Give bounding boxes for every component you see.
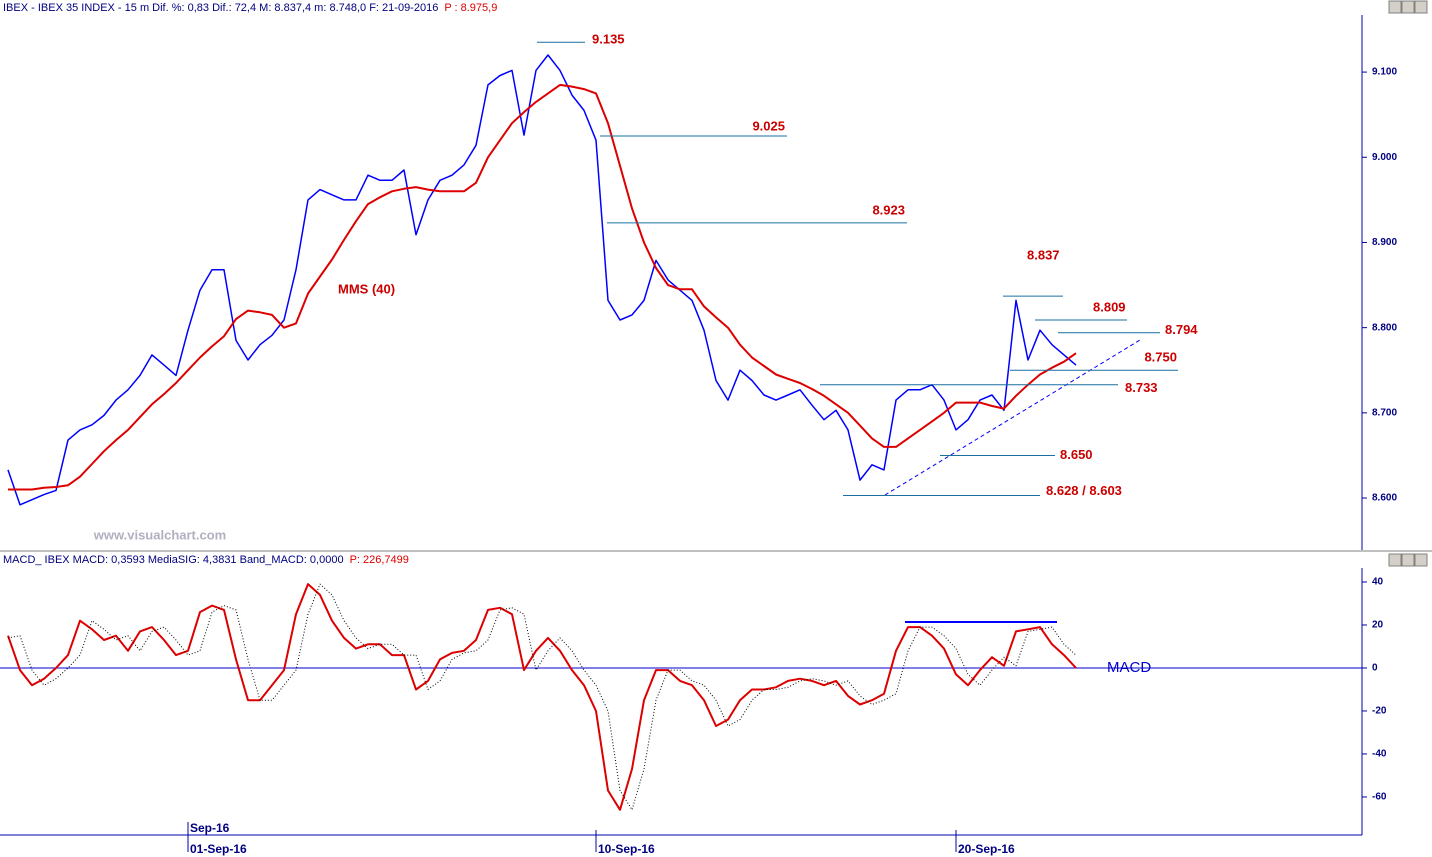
level-label: 8.650 (1060, 447, 1093, 462)
header-text: IBEX - IBEX 35 INDEX - 15 m Dif. %: 0,83… (3, 2, 438, 14)
x-tick-label: 10-Sep-16 (598, 842, 655, 856)
header-text: MACD_ IBEX MACD: 0,3593 MediaSIG: 4,3831… (3, 554, 344, 566)
header-value: P: 226,7499 (350, 554, 409, 566)
minimize-button[interactable] (1388, 0, 1402, 14)
level-label: 8.923 (872, 202, 905, 217)
level-label: 9.135 (592, 32, 625, 47)
plot-layer: 8.600 8.700 8.800 8.900 9.000 9.100 -60 -40 -20 0… (0, 32, 1397, 856)
window-buttons (1388, 0, 1428, 567)
y-tick-label: 8.900 (1372, 237, 1397, 248)
panel-header: IBEX - IBEX 35 INDEX - 15 m Dif. %: 0,83… (3, 2, 497, 14)
level-label: 9.025 (752, 118, 785, 133)
x-tick-label: 01-Sep-16 (190, 842, 247, 856)
series-label: MACD (1107, 659, 1151, 676)
x-period-label: Sep-16 (190, 821, 230, 835)
y-tick-label: -40 (1372, 749, 1387, 760)
header-value: P : 8.975,9 (444, 2, 497, 14)
y-tick-label: 8.800 (1372, 322, 1397, 333)
trend-line (884, 339, 1141, 496)
level-label: 8.809 (1093, 299, 1126, 314)
close-button[interactable] (1414, 553, 1428, 567)
series-line (7, 54, 1077, 506)
y-tick-label: 8.700 (1372, 407, 1397, 418)
close-button[interactable] (1414, 0, 1428, 14)
y-tick-label: 8.600 (1372, 493, 1397, 504)
y-tick-label: 9.100 (1372, 67, 1397, 78)
level-label: 8.733 (1125, 380, 1158, 395)
series-label: MMS (40) (338, 281, 395, 296)
panel-header: MACD_ IBEX MACD: 0,3593 MediaSIG: 4,3831… (3, 554, 409, 566)
maximize-button[interactable] (1401, 553, 1415, 567)
y-tick-label: -60 (1372, 792, 1387, 803)
level-label: 8.837 (1027, 248, 1060, 263)
y-tick-label: 20 (1372, 620, 1384, 631)
level-label: 8.750 (1144, 350, 1177, 365)
x-tick-label: 20-Sep-16 (958, 842, 1015, 856)
series-line (7, 583, 1077, 811)
level-label: 8.794 (1165, 322, 1198, 337)
level-label: 8.628 / 8.603 (1046, 483, 1122, 498)
y-tick-label: 0 (1372, 663, 1378, 674)
minimize-button[interactable] (1388, 553, 1402, 567)
series-line (8, 83, 1077, 491)
y-tick-label: 40 (1372, 577, 1384, 588)
maximize-button[interactable] (1401, 0, 1415, 14)
y-tick-label: 9.000 (1372, 152, 1397, 163)
watermark: www.visualchart.com (93, 527, 226, 542)
y-tick-label: -20 (1372, 706, 1387, 717)
